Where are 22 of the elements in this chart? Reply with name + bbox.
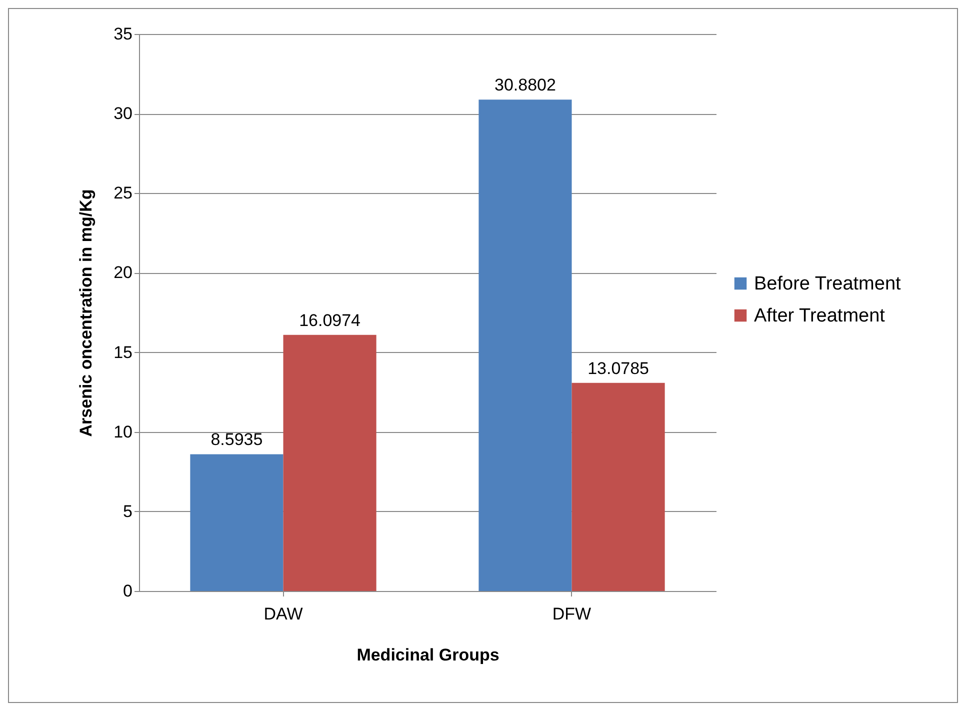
y-axis-title: Arsenic oncentration in mg/Kg <box>76 189 96 437</box>
bar <box>478 100 572 591</box>
y-tick-label: 5 <box>123 502 132 521</box>
x-axis-title: Medicinal Groups <box>356 646 500 664</box>
y-tick-label: 10 <box>114 422 132 442</box>
bar <box>572 382 665 591</box>
x-tick-label: DAW <box>264 604 303 624</box>
y-tick-label: 35 <box>114 24 132 44</box>
data-label: 13.0785 <box>588 358 650 378</box>
y-tick-label: 25 <box>114 184 132 203</box>
y-tick-label: 0 <box>123 582 132 600</box>
data-label: 30.8802 <box>494 76 556 95</box>
legend-label: Before Treatment <box>754 274 902 294</box>
bar <box>283 334 376 591</box>
y-tick-label: 30 <box>114 104 132 124</box>
y-tick-label: 20 <box>114 263 132 282</box>
y-tick-label: 15 <box>114 342 132 362</box>
data-label: 8.5935 <box>210 430 263 450</box>
bar <box>190 454 284 591</box>
data-label: 16.0974 <box>299 310 361 330</box>
x-tick-label: DFW <box>552 604 592 624</box>
legend-label: After Treatment <box>754 306 886 326</box>
